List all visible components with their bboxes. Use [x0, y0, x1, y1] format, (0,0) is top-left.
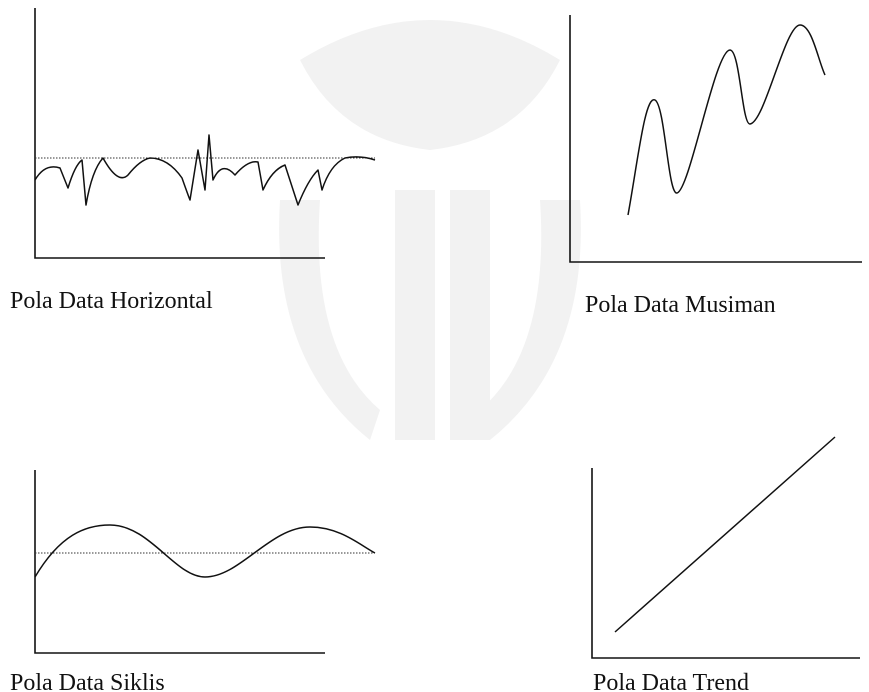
- trend-line: [614, 436, 836, 633]
- axis: [34, 470, 325, 654]
- panel-label: Pola Data Siklis: [10, 670, 165, 692]
- cyclical-pattern: [34, 524, 376, 578]
- seasonal-pattern: [627, 24, 826, 216]
- watermark: [279, 20, 581, 440]
- panel-horizontal: Pola Data Horizontal: [10, 8, 376, 314]
- panel-cyclical: Pola Data Siklis: [10, 470, 376, 692]
- panel-trend: Pola Data Trend: [591, 436, 860, 692]
- axis: [34, 8, 325, 259]
- panel-label: Pola Data Horizontal: [10, 288, 213, 314]
- horizontal-pattern: [34, 134, 376, 206]
- panel-seasonal: Pola Data Musiman: [569, 15, 862, 318]
- axis: [591, 468, 860, 659]
- panel-label: Pola Data Musiman: [585, 292, 776, 318]
- axis: [569, 15, 862, 263]
- panel-label: Pola Data Trend: [593, 670, 749, 692]
